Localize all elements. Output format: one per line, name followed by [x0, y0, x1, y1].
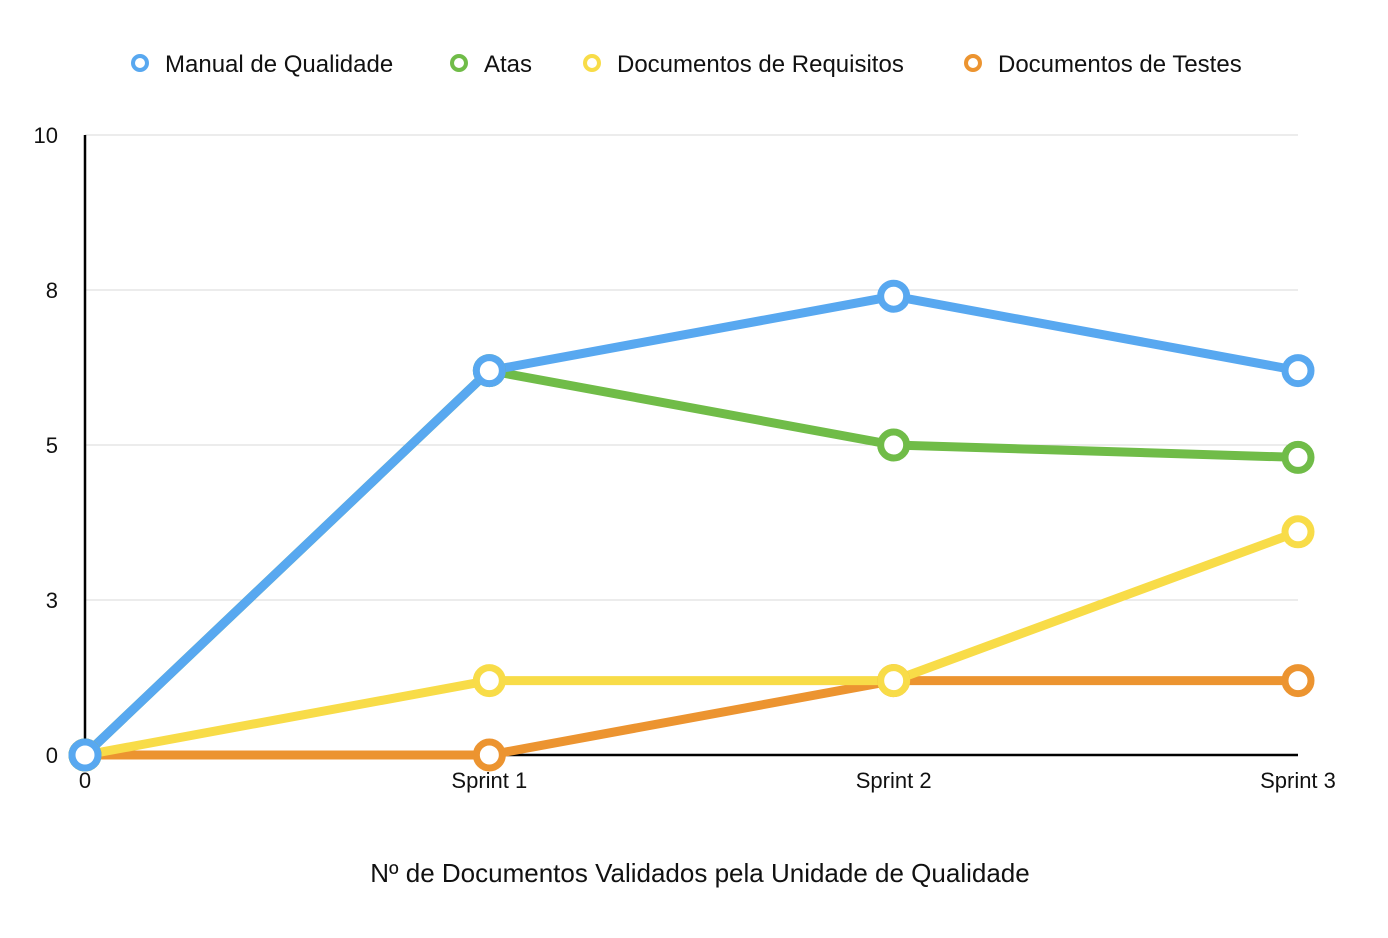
legend: Manual de Qualidade Atas Documentos de Req… [131, 51, 1242, 78]
legend-marker [450, 54, 468, 72]
legend-label: Documentos de Requisitos [617, 51, 904, 78]
legend-item: Manual de Qualidade [131, 51, 393, 78]
legend-marker [964, 54, 982, 72]
chart-title: Nº de Documentos Validados pela Unidade … [370, 858, 1029, 888]
data-point [472, 738, 506, 772]
series-lines [80, 291, 1303, 760]
series-line [80, 527, 1303, 760]
legend-label: Atas [484, 51, 532, 78]
data-point [1281, 440, 1315, 474]
y-tick-label: 3 [46, 588, 58, 613]
x-tick-label: Sprint 1 [451, 768, 527, 793]
data-point [1281, 515, 1315, 549]
y-tick-label: 10 [34, 123, 58, 148]
series-line [80, 291, 1303, 760]
data-point [1281, 354, 1315, 388]
data-point [877, 279, 911, 313]
legend-item: Documentos de Requisitos [583, 51, 904, 78]
legend-item: Documentos de Testes [964, 51, 1242, 78]
grid-lines [85, 134, 1298, 601]
data-point [472, 664, 506, 698]
legend-marker [583, 54, 601, 72]
data-point [68, 738, 102, 772]
y-tick-label: 5 [46, 433, 58, 458]
legend-item: Atas [450, 51, 532, 78]
legend-label: Documentos de Testes [998, 51, 1242, 78]
legend-label: Manual de Qualidade [165, 51, 393, 78]
data-point [472, 354, 506, 388]
y-tick-label: 8 [46, 278, 58, 303]
x-tick-label: Sprint 2 [856, 768, 932, 793]
series-line [80, 366, 1303, 760]
x-tick-labels: 0 Sprint 1 Sprint 2 Sprint 3 [79, 768, 1336, 793]
series-points [68, 279, 1315, 772]
data-point [877, 428, 911, 462]
y-tick-label: 0 [46, 743, 58, 768]
data-point [877, 664, 911, 698]
x-tick-label: Sprint 3 [1260, 768, 1336, 793]
legend-marker [131, 54, 149, 72]
x-tick-label: 0 [79, 768, 91, 793]
series-line [80, 676, 1303, 760]
y-tick-labels: 0 3 5 8 10 [34, 123, 58, 768]
data-point [1281, 664, 1315, 698]
